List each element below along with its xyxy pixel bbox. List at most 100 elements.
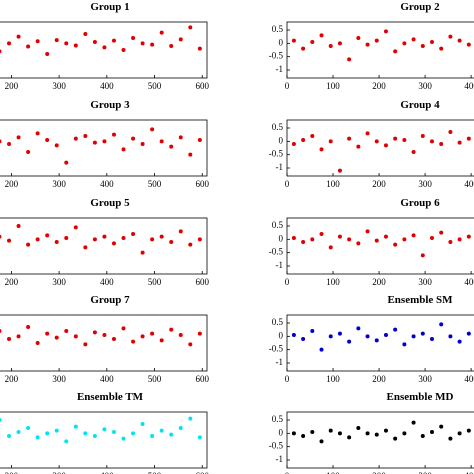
point [54, 143, 59, 148]
x-tick-label: 500 [148, 179, 162, 189]
point [402, 41, 407, 46]
point [420, 134, 425, 138]
point [0, 139, 2, 144]
point [429, 337, 434, 341]
x-tick-label: 400 [100, 81, 114, 91]
point [393, 436, 398, 441]
point [26, 44, 31, 49]
point [111, 337, 116, 341]
point [140, 422, 145, 426]
point [347, 237, 352, 242]
point [383, 428, 388, 433]
point [402, 138, 407, 142]
point [411, 420, 416, 425]
point [16, 334, 21, 339]
x-tick-label: 500 [148, 81, 162, 91]
y-tick-label: 0 [279, 37, 284, 47]
point [73, 334, 78, 339]
x-tick-label: 200 [372, 277, 386, 287]
point [131, 36, 136, 40]
chart-title: Group 1 [90, 1, 129, 13]
point [328, 139, 333, 144]
point [64, 236, 69, 240]
x-tick-label: 0 [285, 81, 290, 91]
point [393, 49, 398, 54]
point [347, 435, 352, 440]
point [356, 326, 361, 331]
point [310, 430, 315, 434]
point [159, 30, 164, 35]
x-tick-label: 100 [326, 277, 340, 287]
point [420, 44, 425, 48]
point [92, 40, 97, 44]
point [35, 341, 40, 345]
y-tick-label: 0 [279, 233, 284, 243]
point [197, 331, 202, 336]
point [448, 334, 453, 339]
x-tick-label: 600 [195, 471, 209, 474]
point [54, 428, 59, 433]
point [45, 233, 50, 238]
point [150, 331, 155, 336]
point [365, 431, 370, 436]
point [64, 160, 69, 165]
x-tick-label: 100 [326, 374, 340, 384]
point [35, 39, 40, 44]
point [429, 430, 434, 434]
x-tick-label: 300 [52, 374, 66, 384]
y-tick-label: 0 [279, 330, 284, 340]
point [131, 339, 136, 344]
point [291, 236, 296, 240]
point [365, 131, 370, 136]
point [178, 37, 183, 42]
point [0, 49, 2, 54]
point [73, 225, 78, 230]
plot-frame [286, 119, 474, 177]
point [374, 139, 379, 144]
point [439, 142, 444, 146]
plot-frame [286, 411, 474, 469]
x-tick-label: 400 [100, 374, 114, 384]
point [7, 41, 12, 46]
plot-frame [286, 314, 474, 372]
point [301, 138, 306, 142]
y-tick-label: -1 [276, 454, 284, 464]
point [169, 432, 174, 437]
point [319, 232, 324, 236]
point [73, 136, 78, 141]
y-tick-label: -0.5 [269, 441, 284, 451]
point [159, 338, 164, 343]
plot-frame [0, 217, 208, 275]
point [328, 44, 333, 48]
point [150, 434, 155, 438]
point [102, 234, 107, 239]
point [439, 424, 444, 429]
x-tick-label: 0 [285, 179, 290, 189]
point [402, 237, 407, 242]
point [45, 331, 50, 336]
point [393, 327, 398, 332]
point [83, 134, 88, 138]
point [466, 331, 471, 336]
point [310, 237, 315, 242]
point [121, 326, 126, 331]
point [64, 439, 69, 444]
point [54, 335, 59, 340]
point [73, 43, 78, 48]
y-tick-label: -0.5 [269, 51, 284, 61]
point [102, 139, 107, 144]
point [310, 329, 315, 333]
point [402, 342, 407, 347]
y-tick-label: -0.5 [269, 149, 284, 159]
point [466, 42, 471, 47]
point [188, 242, 193, 247]
x-tick-label: 300 [418, 179, 432, 189]
y-tick-label: -1 [276, 357, 284, 367]
x-tick-label: 400 [100, 277, 114, 287]
point [159, 234, 164, 239]
point [466, 234, 471, 239]
chart-title: Ensemble SM [387, 294, 453, 306]
x-tick-label: 600 [195, 277, 209, 287]
point [301, 240, 306, 244]
